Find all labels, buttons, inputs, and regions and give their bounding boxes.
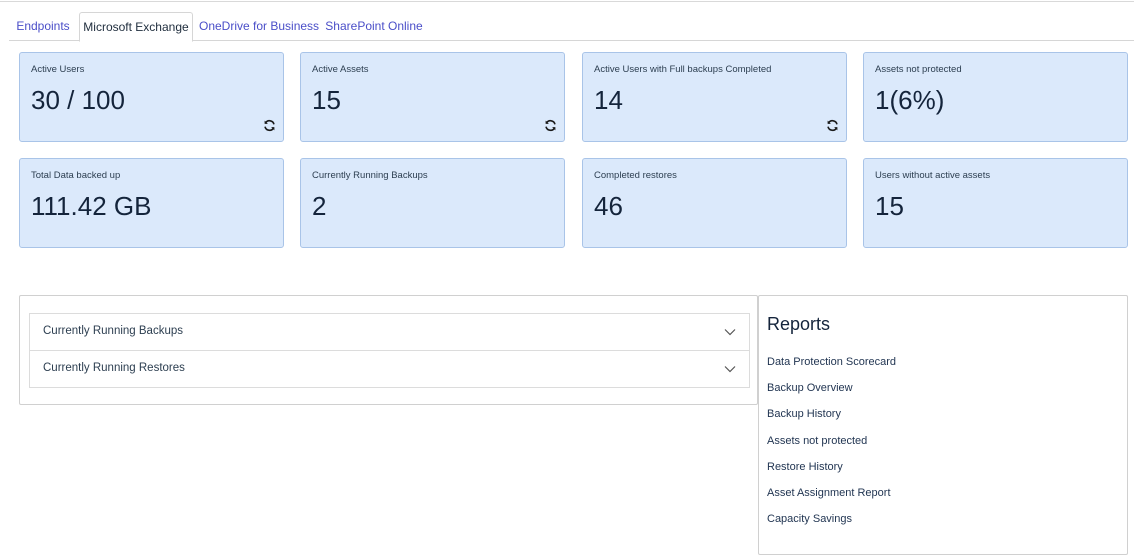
card-label: Active Users bbox=[31, 64, 85, 75]
card-label: Currently Running Backups bbox=[312, 170, 428, 181]
tab-sharepoint-online[interactable]: SharePoint Online bbox=[325, 19, 423, 33]
reports-panel: Reports Data Protection Scorecard Backup… bbox=[758, 295, 1128, 555]
card-completed-restores: Completed restores 46 bbox=[582, 158, 847, 248]
accordion-currently-running-restores[interactable]: Currently Running Restores bbox=[29, 350, 750, 388]
card-value: 1(6%) bbox=[875, 85, 945, 115]
accordion-label: Currently Running Backups bbox=[43, 325, 183, 337]
running-jobs-panel: Currently Running Backups Currently Runn… bbox=[19, 295, 758, 405]
card-value: 30 / 100 bbox=[31, 85, 125, 115]
card-active-users-full-backups: Active Users with Full backups Completed… bbox=[582, 52, 847, 142]
card-value: 15 bbox=[312, 85, 341, 115]
card-assets-not-protected: Assets not protected 1(6%) bbox=[863, 52, 1128, 142]
chevron-down-icon bbox=[724, 366, 736, 373]
chevron-down-icon bbox=[724, 329, 736, 336]
product-tabs: Endpoints Microsoft Exchange OneDrive fo… bbox=[9, 12, 1134, 42]
tab-endpoints[interactable]: Endpoints bbox=[16, 19, 70, 33]
report-link-backup-history[interactable]: Backup History bbox=[767, 408, 841, 420]
card-value: 2 bbox=[312, 191, 327, 221]
card-active-assets: Active Assets 15 bbox=[300, 52, 565, 142]
reports-title: Reports bbox=[767, 314, 831, 334]
tab-onedrive-for-business[interactable]: OneDrive for Business bbox=[199, 19, 320, 33]
card-value: 15 bbox=[875, 191, 904, 221]
report-link-assets-not-protected[interactable]: Assets not protected bbox=[767, 435, 868, 447]
top-divider bbox=[0, 1, 1134, 2]
refresh-icon[interactable] bbox=[263, 119, 276, 132]
card-active-users: Active Users 30 / 100 bbox=[19, 52, 284, 142]
report-link-capacity-savings[interactable]: Capacity Savings bbox=[767, 513, 852, 525]
card-label: Active Users with Full backups Completed bbox=[594, 64, 772, 75]
card-total-data-backed-up: Total Data backed up 111.42 GB bbox=[19, 158, 284, 248]
card-users-without-active-assets: Users without active assets 15 bbox=[863, 158, 1128, 248]
card-label: Total Data backed up bbox=[31, 170, 121, 181]
card-label: Users without active assets bbox=[875, 170, 991, 181]
report-link-data-protection-scorecard[interactable]: Data Protection Scorecard bbox=[767, 356, 897, 368]
tab-microsoft-exchange[interactable]: Microsoft Exchange bbox=[79, 12, 193, 42]
accordion-currently-running-backups[interactable]: Currently Running Backups bbox=[29, 313, 750, 351]
report-link-backup-overview[interactable]: Backup Overview bbox=[767, 382, 853, 394]
accordion-label: Currently Running Restores bbox=[43, 362, 185, 374]
card-label: Assets not protected bbox=[875, 64, 962, 75]
card-label: Completed restores bbox=[594, 170, 677, 181]
report-link-asset-assignment-report[interactable]: Asset Assignment Report bbox=[767, 487, 891, 499]
card-value: 14 bbox=[594, 85, 623, 115]
card-value: 111.42 GB bbox=[31, 191, 152, 221]
refresh-icon[interactable] bbox=[544, 119, 557, 132]
card-label: Active Assets bbox=[312, 64, 369, 75]
refresh-icon[interactable] bbox=[826, 119, 839, 132]
card-value: 46 bbox=[594, 191, 623, 221]
report-link-restore-history[interactable]: Restore History bbox=[767, 461, 843, 473]
card-currently-running-backups: Currently Running Backups 2 bbox=[300, 158, 565, 248]
